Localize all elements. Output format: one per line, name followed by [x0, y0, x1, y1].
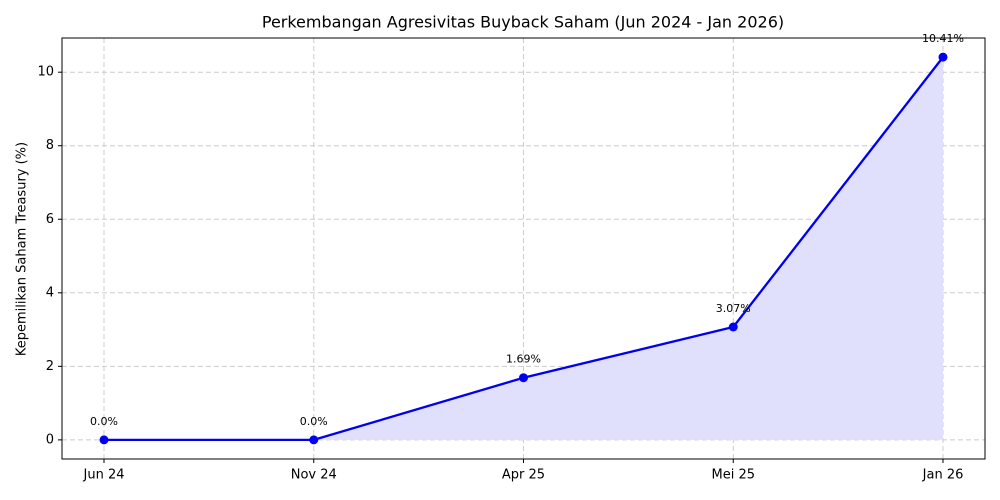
y-tick-label: 4 — [46, 285, 54, 300]
x-tick-label: Jun 24 — [83, 468, 125, 483]
x-tick-label: Mei 25 — [711, 468, 755, 483]
x-tick-label: Jan 26 — [922, 468, 964, 483]
point — [938, 52, 948, 62]
area — [104, 57, 943, 440]
x-tick-label: Nov 24 — [291, 468, 337, 483]
value-label: 3.07% — [716, 302, 751, 315]
chart-title: Perkembangan Agresivitas Buyback Saham (… — [262, 13, 784, 32]
point — [728, 322, 738, 332]
value-label: 0.0% — [90, 415, 118, 428]
y-tick-label: 6 — [46, 212, 54, 227]
y-tick-label: 10 — [37, 65, 54, 80]
value-label: 1.69% — [506, 353, 541, 366]
y-tick-label: 8 — [46, 138, 54, 153]
value-label: 0.0% — [300, 415, 328, 428]
x-tick-label: Apr 25 — [502, 468, 545, 483]
point — [99, 435, 109, 445]
y-tick-label: 2 — [46, 359, 54, 374]
point — [309, 435, 319, 445]
y-tick-label: 0 — [46, 432, 54, 447]
value-label: 10.41% — [922, 32, 964, 45]
y-axis-label: Kepemilikan Saham Treasury (%) — [15, 142, 30, 356]
point — [519, 373, 528, 383]
plot-frame — [61, 37, 986, 460]
